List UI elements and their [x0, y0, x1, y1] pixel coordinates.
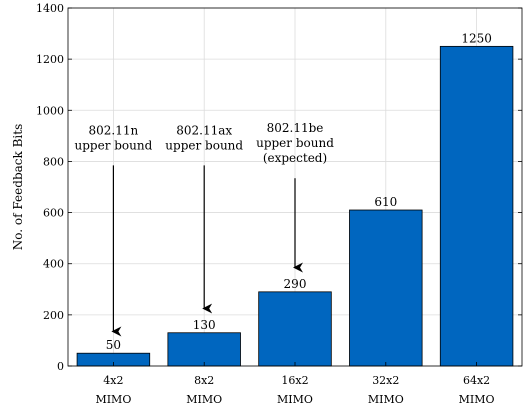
- y-axis-ticks: 0 200 400 600 800 1000 1200 1400: [36, 2, 522, 373]
- data-labels: 50 130 290 610 1250: [106, 31, 492, 352]
- bar-value-label: 50: [106, 338, 121, 352]
- x-tick-label: 4x2 MIMO: [95, 374, 131, 406]
- x-axis-ticks: 4x2 MIMO 8x2 MIMO 16x2 MIMO 32x2 MIMO 64x2 MIMO: [95, 362, 495, 406]
- y-tick-label: 0: [57, 360, 64, 373]
- bar-value-label: 610: [374, 195, 397, 209]
- y-tick-label: 800: [43, 155, 64, 168]
- bar: [439, 45, 514, 367]
- x-tick-label: 8x2 MIMO: [186, 374, 222, 406]
- y-tick-label: 400: [43, 258, 64, 271]
- bar-value-label: 130: [193, 318, 216, 332]
- x-tick-label: 16x2 MIMO: [277, 374, 313, 406]
- y-tick-label: 1400: [36, 2, 64, 15]
- x-tick-label: 64x2 MIMO: [459, 374, 495, 406]
- y-tick-label: 1200: [36, 53, 64, 66]
- annotation-text: 802.11ax upper bound: [165, 123, 243, 152]
- bar-value-label: 1250: [461, 31, 492, 45]
- y-tick-label: 200: [43, 309, 64, 322]
- y-tick-label: 600: [43, 207, 64, 220]
- bar: [349, 209, 423, 367]
- bar: [167, 332, 241, 367]
- annotation-text: 802.11be upper bound (expected): [256, 121, 334, 165]
- y-tick-label: 1000: [36, 104, 64, 117]
- annotation-text: 802.11n upper bound: [75, 123, 153, 152]
- bar: [258, 291, 332, 367]
- bars: [76, 45, 514, 367]
- annotations: 802.11n upper bound 802.11ax upper bound 802…: [75, 121, 334, 337]
- y-axis-label: No. of Feedback Bits: [11, 124, 25, 250]
- bar-value-label: 290: [284, 277, 307, 291]
- x-tick-label: 32x2 MIMO: [368, 374, 404, 406]
